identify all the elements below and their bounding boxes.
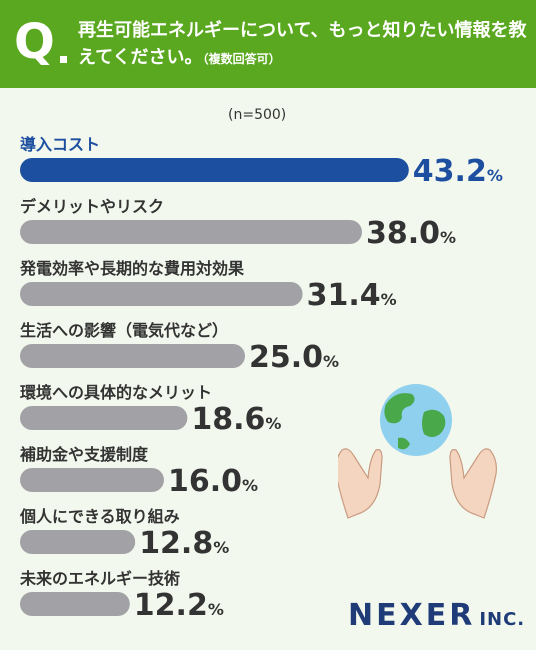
bar [20, 282, 303, 306]
q-dot [60, 56, 67, 63]
value-label: 31.4% [307, 278, 397, 313]
question-main: 再生可能エネルギーについて、もっと知りたい情報を教えてください。 [78, 20, 527, 68]
category-label: デメリットやリスク [20, 197, 164, 216]
percent-sign: % [440, 228, 456, 247]
percent-sign: % [487, 166, 503, 185]
category-label: 補助金や支援制度 [19, 445, 149, 464]
category-label: 生活への影響（電気代など） [20, 321, 228, 340]
category-label: 導入コスト [20, 135, 100, 154]
logo-main: NEXER [348, 598, 476, 633]
bar [20, 468, 164, 492]
value-label: 18.6% [191, 402, 281, 437]
value-label: 43.2% [413, 154, 503, 189]
question-header: Q 再生可能エネルギーについて、もっと知りたい情報を教えてください。（複数回答可… [0, 0, 536, 88]
question-text: 再生可能エネルギーについて、もっと知りたい情報を教えてください。（複数回答可） [78, 17, 528, 73]
category-label: 未来のエネルギー技術 [19, 569, 180, 588]
sample-size: (n=500) [228, 107, 287, 123]
percent-sign: % [381, 290, 397, 309]
bar [20, 220, 362, 244]
value-label: 16.0% [168, 464, 258, 499]
category-label: 発電効率や長期的な費用対効果 [19, 259, 244, 278]
percent-sign: % [242, 476, 258, 495]
bar [20, 592, 130, 616]
logo-inc: INC. [479, 609, 526, 630]
category-label: 環境への具体的なメリット [20, 383, 212, 402]
earth-icon [380, 384, 452, 456]
hands-icon [338, 448, 497, 519]
value-label: 12.8% [139, 526, 229, 561]
value-label: 25.0% [249, 340, 339, 375]
nexer-logo: NEXER INC. [348, 598, 525, 633]
category-label: 個人にできる取り組み [19, 507, 180, 526]
value-label: 12.2% [134, 588, 224, 623]
percent-sign: % [323, 352, 339, 371]
percent-sign: % [213, 538, 229, 557]
percent-sign: % [265, 414, 281, 433]
percent-sign: % [208, 600, 224, 619]
earth-hands-illustration [338, 384, 497, 519]
bar [20, 406, 188, 430]
question-note: （複数回答可） [202, 52, 281, 66]
value-label: 38.0% [366, 216, 456, 251]
bar [20, 530, 136, 554]
q-mark: Q [14, 14, 55, 70]
bar [20, 158, 409, 182]
bar [20, 344, 245, 368]
